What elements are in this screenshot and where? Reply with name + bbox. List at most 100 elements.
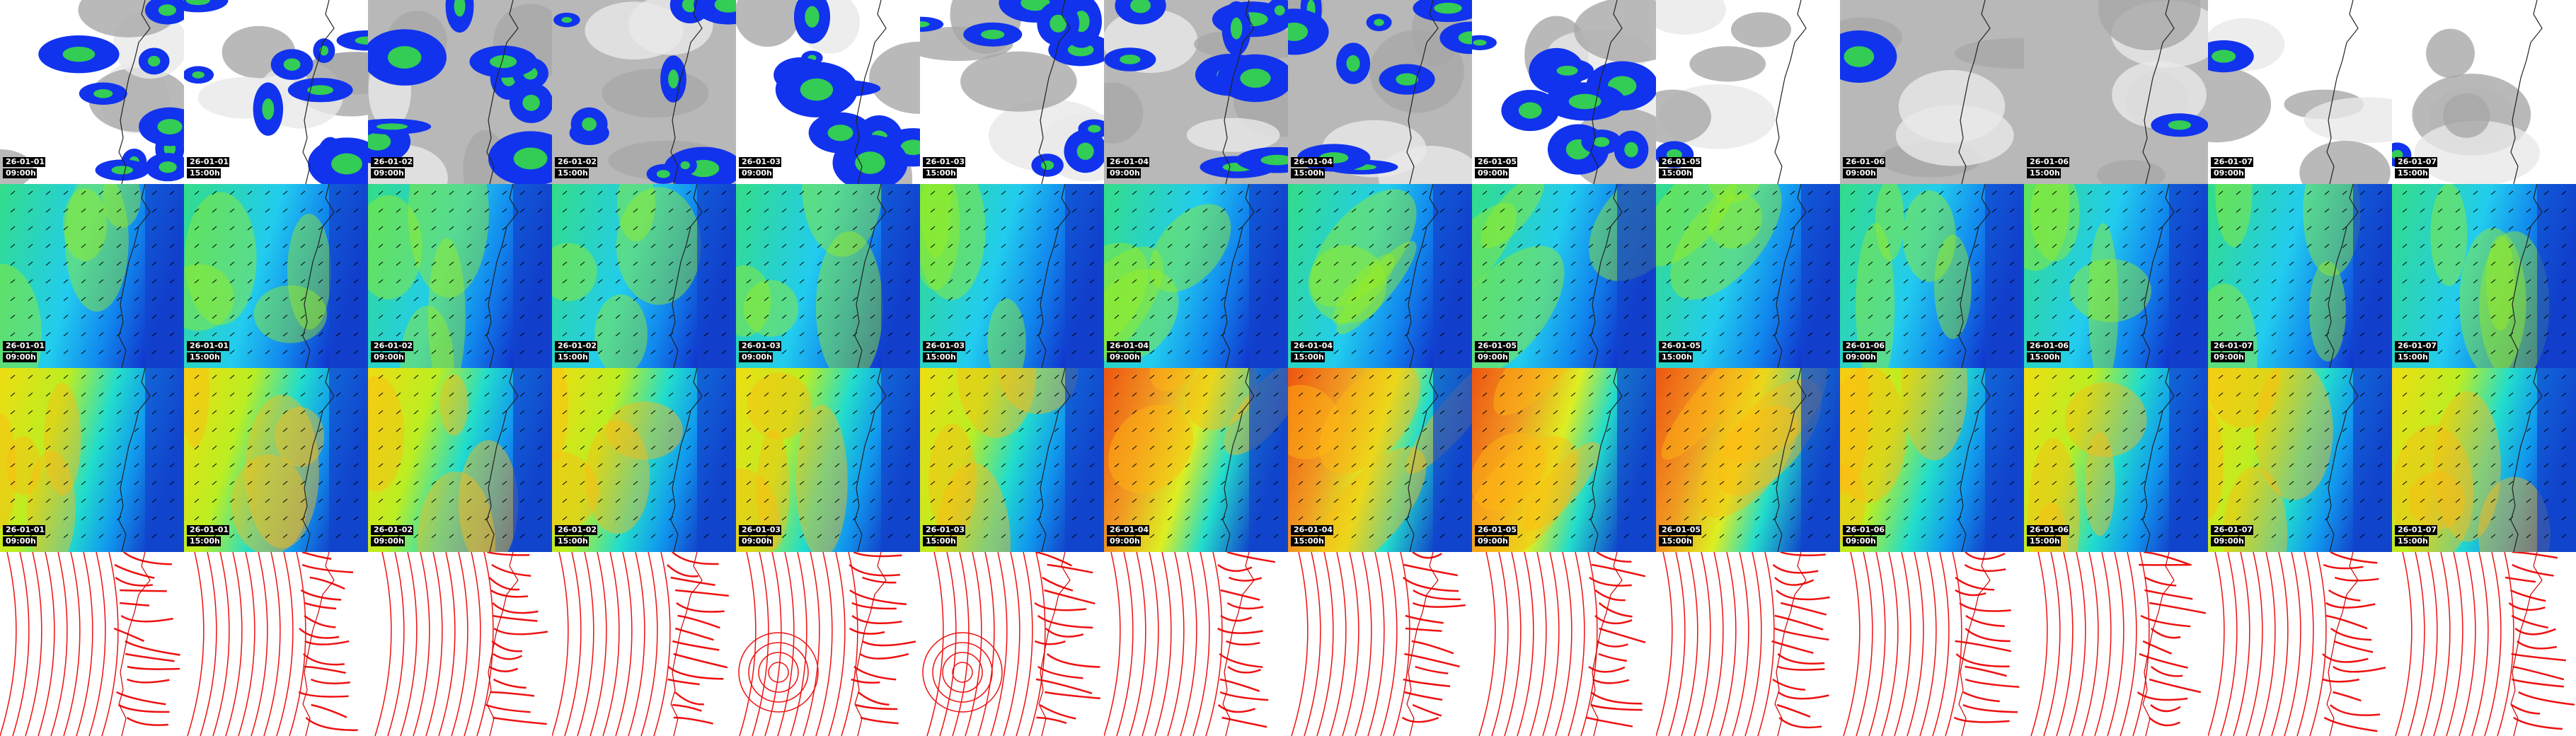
wind-arrow [63, 392, 69, 397]
wind-arrow [2193, 392, 2199, 397]
wind-arrow [2193, 427, 2199, 432]
wind-arrow [1457, 261, 1463, 266]
land [2537, 368, 2576, 552]
field [1522, 442, 1601, 532]
wind-arrow [413, 297, 419, 301]
wind-arrow [1790, 261, 1795, 266]
wind-arrow [81, 279, 86, 284]
rain-core [62, 46, 96, 62]
land-contour [851, 678, 880, 684]
wind-arrow [2508, 374, 2514, 379]
wind-arrow [396, 314, 401, 319]
wind-arrow [1500, 445, 1505, 450]
wind-arrow [2236, 410, 2241, 415]
wind-arrow [2009, 332, 2015, 337]
wind-arrow [1132, 498, 1137, 503]
wind-arrow [1921, 481, 1926, 485]
wind-arrow [2324, 516, 2330, 521]
isobar [1393, 552, 1410, 736]
wind-arrow [1553, 279, 1558, 284]
wind-arrow [28, 226, 33, 231]
wind-arrow [1351, 516, 1357, 521]
wind-arrow [28, 314, 33, 319]
wind-arrow [597, 190, 603, 195]
wind-arrow [318, 445, 323, 450]
wind-arrow [378, 427, 384, 432]
wind-arrow [703, 297, 709, 301]
wind-arrow [2069, 410, 2075, 415]
wind-arrow [1422, 226, 1427, 231]
wind-arrow [2158, 226, 2163, 231]
wind-arrow [169, 410, 175, 415]
wind-arrow [212, 297, 217, 301]
label-box [555, 157, 597, 167]
land-contour [1221, 716, 1267, 728]
wind-arrow [282, 332, 288, 337]
wind-arrow [502, 463, 507, 468]
wind-arrow [134, 534, 139, 539]
wind-arrow [615, 190, 621, 195]
wind-arrow [1351, 445, 1357, 450]
wind-arrow [484, 427, 490, 432]
wind-arrow [703, 190, 709, 195]
wind-arrow [2158, 410, 2163, 415]
land [2353, 368, 2392, 552]
wind-arrow [1701, 463, 1707, 468]
wind-arrow [1535, 314, 1541, 319]
wind-arrow [2289, 445, 2294, 450]
wind-arrow [1500, 410, 1505, 415]
wind-arrow [378, 208, 384, 213]
wind-arrow [1220, 374, 1226, 379]
wind-arrow [212, 243, 217, 248]
wind-arrow [413, 481, 419, 485]
isobar [2120, 552, 2137, 736]
wind-arrow [1684, 314, 1689, 319]
wind-arrow [10, 481, 16, 485]
wind-arrow [194, 243, 200, 248]
field [184, 192, 257, 326]
wind-arrow [1885, 374, 1891, 379]
wind-arrow [1298, 427, 1304, 432]
wind-arrow [1684, 427, 1689, 432]
wind-arrow [2526, 410, 2531, 415]
wind-arrow [2158, 208, 2163, 213]
wind-arrow [1825, 279, 1831, 284]
wind-arrow [1316, 427, 1321, 432]
wind-arrow [2193, 374, 2199, 379]
wind-arrow [1974, 427, 1979, 432]
wind-arrow [2473, 208, 2478, 213]
wind-arrow [2253, 226, 2259, 231]
wind-arrow [1991, 350, 1997, 355]
wind-arrow [1737, 534, 1742, 539]
wind-arrow [2271, 279, 2277, 284]
isobar [2043, 552, 2061, 736]
wind-arrow [396, 516, 401, 521]
wind-arrow [1938, 463, 1944, 468]
wind-arrow [2359, 332, 2365, 337]
wind-arrow [229, 374, 235, 379]
time-label: 09:00h [6, 536, 36, 546]
wind-arrow [353, 243, 359, 248]
wind-arrow [2455, 463, 2461, 468]
wind-arrow [1701, 481, 1707, 485]
wind-arrow [2009, 190, 2015, 195]
wind-arrow [597, 427, 603, 432]
wind-arrow [2543, 427, 2549, 432]
isobar-ring [768, 662, 789, 683]
wind-arrow [116, 226, 122, 231]
wind-arrow [1386, 190, 1392, 195]
wind-arrow [2105, 392, 2110, 397]
wind-arrow [2359, 279, 2365, 284]
wind-arrow [764, 243, 769, 248]
isobar [577, 552, 594, 736]
rain-core [1396, 73, 1418, 86]
land-contour [298, 691, 349, 698]
wind-arrow [1036, 445, 1042, 450]
time-label: 09:00h [1110, 168, 1140, 178]
wind-arrow [2342, 261, 2347, 266]
tile-content [1656, 184, 1840, 368]
